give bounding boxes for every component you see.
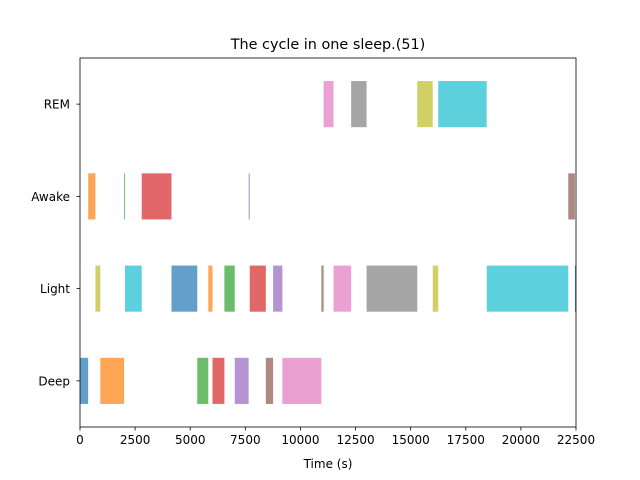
chart-title: The cycle in one sleep.(51) [230, 37, 426, 53]
x-tick-label-10000: 10000 [281, 433, 319, 447]
segment-bar-awake-1 [88, 173, 96, 220]
y-tick-label-deep: Deep [38, 374, 70, 388]
segment-bar-light-22 [366, 265, 418, 312]
segment-bar-deep-17 [282, 357, 322, 404]
x-tick-label-12500: 12500 [336, 433, 374, 447]
x-axis-label: Time (s) [303, 457, 353, 471]
x-axis-ticks: 0 2500 5000 7500 10000 12500 15000 17500 20000 22… [76, 427, 595, 447]
segment-bar-rem-19 [323, 81, 334, 128]
segment-bar-light-14 [249, 265, 266, 312]
segment-bar-light-26 [486, 265, 569, 312]
segment-bar-awake-6 [141, 173, 172, 220]
segment-bar-rem-21 [351, 81, 367, 128]
y-tick-label-awake: Awake [31, 190, 70, 204]
segment-bar-light-5 [124, 265, 142, 312]
x-tick-label-5000: 5000 [175, 433, 206, 447]
x-tick-label-2500: 2500 [120, 433, 151, 447]
segment-bar-light-16 [273, 265, 283, 312]
segment-bar-light-28 [574, 265, 576, 312]
plot-frame [79, 57, 577, 428]
segment-bar-awake-4 [124, 173, 125, 220]
segment-bar-light-7 [171, 265, 198, 312]
segment-bar-light-2 [95, 265, 101, 312]
y-tick-label-light: Light [40, 282, 70, 296]
segment-bar-deep-8 [197, 357, 209, 404]
y-axis-ticks: Deep Light Awake REM [31, 98, 80, 388]
segment-bar-light-20 [333, 265, 352, 312]
segments-layer [80, 81, 576, 404]
x-tick-label-17500: 17500 [447, 433, 485, 447]
x-tick-label-20000: 20000 [502, 433, 540, 447]
x-tick-label-15000: 15000 [392, 433, 430, 447]
segment-bar-deep-12 [234, 357, 249, 404]
x-tick-label-0: 0 [76, 433, 84, 447]
segment-bar-deep-10 [212, 357, 225, 404]
segment-bar-deep-0 [80, 357, 89, 404]
segment-bar-awake-13 [248, 173, 250, 220]
segment-bar-light-24 [432, 265, 439, 312]
segment-bar-light-18 [321, 265, 324, 312]
segment-bar-light-9 [208, 265, 213, 312]
segment-bar-awake-27 [568, 173, 575, 220]
segment-bar-rem-23 [417, 81, 433, 128]
segment-bar-light-11 [224, 265, 235, 312]
segment-bar-deep-15 [265, 357, 274, 404]
x-tick-label-7500: 7500 [230, 433, 261, 447]
segment-bar-deep-3 [100, 357, 125, 404]
y-tick-label-rem: REM [44, 98, 70, 112]
x-tick-label-22500: 22500 [557, 433, 595, 447]
segment-bar-rem-25 [438, 81, 487, 128]
